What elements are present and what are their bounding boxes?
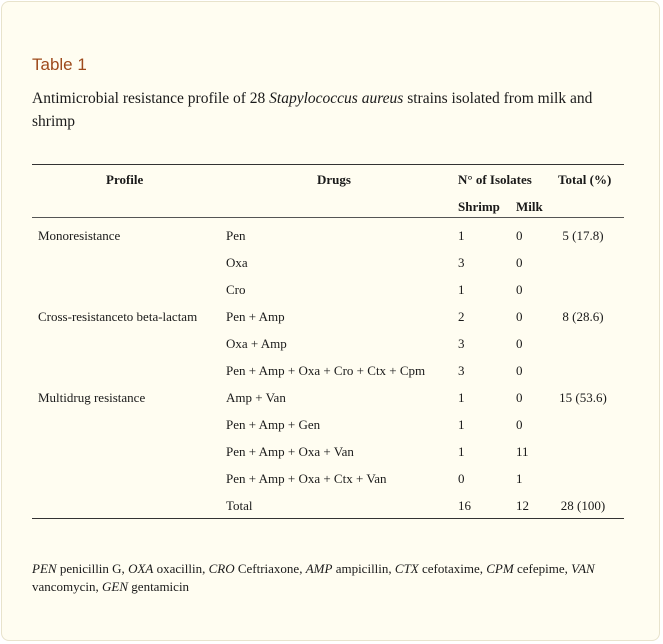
- cell-milk: 0: [516, 417, 523, 432]
- table-caption: Antimicrobial resistance profile of 28 S…: [32, 87, 632, 133]
- cell-drugs: Cro: [226, 282, 246, 297]
- cell-drugs: Oxa: [226, 255, 248, 270]
- header-isolates: N° of Isolates: [458, 172, 532, 187]
- cell-milk: 0: [516, 309, 523, 324]
- footnote-abbr: AMP: [305, 561, 333, 576]
- cell-shrimp: 1: [458, 282, 465, 297]
- cell-drugs: Pen + Amp + Gen: [226, 417, 321, 432]
- cell-milk: 0: [516, 282, 523, 297]
- header-shrimp: Shrimp: [458, 199, 500, 214]
- footnote-definition: gentamicin: [128, 579, 190, 594]
- footnote-abbr: PEN: [32, 561, 57, 576]
- footnote-abbr: OXA: [128, 561, 154, 576]
- cell-shrimp: 3: [458, 336, 465, 351]
- cell-drugs: Pen + Amp + Oxa + Van: [226, 444, 354, 459]
- footnote-definition: Ceftriaxone,: [234, 561, 306, 576]
- footnote-abbr: GEN: [102, 579, 129, 594]
- table-top-rule: [32, 164, 624, 165]
- cell-shrimp: 1: [458, 417, 465, 432]
- cell-drugs: Pen + Amp: [226, 309, 285, 324]
- cell-milk: 1: [516, 471, 523, 486]
- footnote-abbr: VAN: [571, 561, 595, 576]
- cell-drugs: Pen + Amp + Oxa + Cro + Ctx + Cpm: [226, 363, 426, 378]
- cell-milk: 0: [516, 255, 523, 270]
- header-profile: Profile: [106, 172, 144, 187]
- cell-milk: 0: [516, 363, 523, 378]
- cell-shrimp: 0: [458, 471, 465, 486]
- table-footnote: PEN penicillin G, OXA oxacillin, CRO Cef…: [32, 560, 637, 596]
- caption-text-before: Antimicrobial resistance profile of 28: [32, 90, 270, 107]
- cell-profile: Multidrug resistance: [38, 390, 146, 405]
- header-milk: Milk: [516, 199, 543, 214]
- cell-profile: Monoresistance: [38, 228, 121, 243]
- footnote-abbr: CTX: [394, 561, 419, 576]
- cell-drugs: Total: [226, 498, 253, 513]
- cell-shrimp: 2: [458, 309, 465, 324]
- cell-shrimp: 1: [458, 228, 465, 243]
- table-header-rule: [32, 217, 624, 218]
- cell-drugs: Amp + Van: [226, 390, 286, 405]
- cell-shrimp: 1: [458, 444, 465, 459]
- cell-milk: 0: [516, 228, 523, 243]
- cell-milk: 12: [516, 498, 529, 513]
- footnote-abbr: CRO: [208, 561, 235, 576]
- cell-drugs: Oxa + Amp: [226, 336, 287, 351]
- cell-drugs: Pen: [226, 228, 246, 243]
- header-total: Total (%): [558, 172, 612, 187]
- cell-milk: 0: [516, 336, 523, 351]
- caption-text-after: strains isolated from milk and shrimp: [32, 90, 593, 130]
- footnote-definition: penicillin G,: [56, 561, 129, 576]
- cell-shrimp: 16: [458, 498, 471, 513]
- footnote-definition: ampicillin,: [332, 561, 395, 576]
- caption-species: Stapylococcus aureus: [269, 90, 404, 107]
- cell-shrimp: 3: [458, 255, 465, 270]
- footnote-definition: cefotaxime,: [418, 561, 487, 576]
- table-label: Table 1: [32, 55, 87, 74]
- cell-total: 8 (28.6): [562, 309, 604, 324]
- cell-total: 5 (17.8): [562, 228, 604, 243]
- footnote-definition: cefepime,: [513, 561, 572, 576]
- cell-milk: 11: [516, 444, 529, 459]
- cell-milk: 0: [516, 390, 523, 405]
- table-bottom-rule: [32, 518, 624, 519]
- cell-drugs: Pen + Amp + Oxa + Ctx + Van: [226, 471, 387, 486]
- cell-shrimp: 3: [458, 363, 465, 378]
- footnote-definition: vancomycin,: [32, 579, 103, 594]
- cell-total: 28 (100): [560, 498, 606, 513]
- footnote-definition: oxacillin,: [153, 561, 209, 576]
- cell-shrimp: 1: [458, 390, 465, 405]
- cell-total: 15 (53.6): [559, 390, 607, 405]
- header-drugs: Drugs: [317, 172, 351, 187]
- footnote-abbr: CPM: [486, 561, 514, 576]
- cell-profile: Cross-resistanceto beta-lactam: [38, 309, 198, 324]
